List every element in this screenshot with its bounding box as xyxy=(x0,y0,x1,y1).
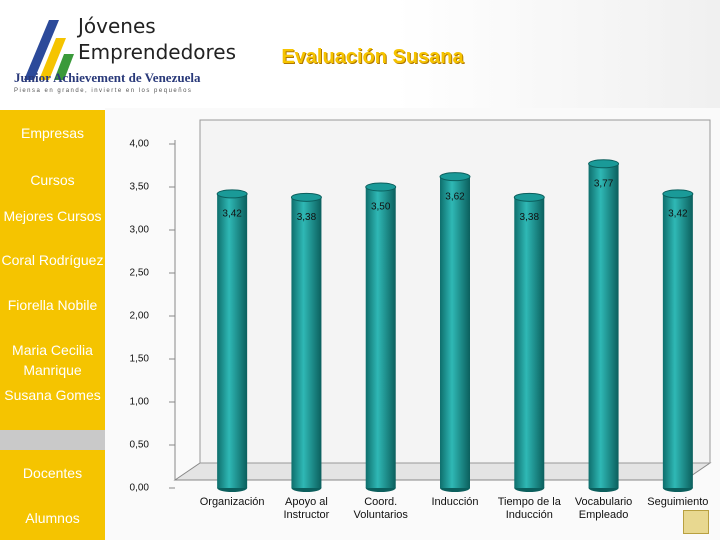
nav-item[interactable]: Alumnos xyxy=(25,510,80,526)
nav-item[interactable]: Mejores Cursos xyxy=(3,208,102,224)
bar xyxy=(662,193,693,488)
logo-tagline: Piensa en grande, invierte en los pequeñ… xyxy=(14,88,193,94)
bar xyxy=(588,163,619,488)
nav-button[interactable] xyxy=(683,510,709,534)
y-tick-label: 2,00 xyxy=(130,311,150,322)
value-label: 3,62 xyxy=(445,191,465,202)
y-tick-label: 4,00 xyxy=(130,139,150,150)
nav-item[interactable]: Cursos xyxy=(30,172,75,188)
y-tick-label: 0,50 xyxy=(130,440,150,451)
logo-text: Emprendedores xyxy=(78,40,237,64)
value-label: 3,77 xyxy=(594,178,614,189)
header: Jóvenes Emprendedores Junior Achievement… xyxy=(0,0,720,108)
bar-top xyxy=(216,189,248,199)
y-tick-label: 0,00 xyxy=(130,483,150,494)
logo-icon xyxy=(24,20,74,80)
bar xyxy=(217,193,248,488)
bar xyxy=(440,176,470,488)
y-tick-label: 2,50 xyxy=(130,268,150,279)
separator xyxy=(0,430,105,450)
nav-item[interactable]: Fiorella Nobile xyxy=(7,297,98,313)
nav-item[interactable]: Maria Cecilia Manrique xyxy=(12,342,93,378)
chart: 0,00 0,50 1,00 1,50 2,00 2,50 3,00 3,50 4,00 3,42… xyxy=(130,119,712,494)
value-label: 3,50 xyxy=(371,202,391,213)
nav-item[interactable]: Susana Gomes xyxy=(4,387,101,403)
x-tick-label: Coord. Voluntarios xyxy=(353,496,408,521)
logo-text: Jóvenes xyxy=(78,14,156,38)
nav-item[interactable]: Empresas xyxy=(20,125,85,141)
bar xyxy=(291,197,322,488)
value-label: 3,42 xyxy=(668,209,688,220)
chart-area: 0,00 0,50 1,00 1,50 2,00 2,50 3,00 3,50 4,00 3,42… xyxy=(105,108,720,540)
bar xyxy=(365,187,396,488)
value-label: 3,42 xyxy=(222,209,242,220)
bar-top xyxy=(365,182,397,192)
y-tick-label: 3,00 xyxy=(130,225,150,236)
x-tick-label: Tiempo de la Inducción xyxy=(497,496,561,521)
value-label: 3,38 xyxy=(520,212,540,223)
y-tick-label: 1,50 xyxy=(130,354,150,365)
bar xyxy=(514,197,545,488)
bar-top xyxy=(290,192,322,202)
x-tick-label: Organización xyxy=(199,496,265,508)
bar-top xyxy=(513,192,545,202)
y-tick-label: 1,00 xyxy=(130,397,150,408)
nav-item[interactable]: Coral Rodríguez xyxy=(1,252,104,268)
y-tick-label: 3,50 xyxy=(130,182,150,193)
x-tick-label: Vocabulario Empleado xyxy=(574,496,633,521)
value-label: 3,38 xyxy=(297,212,317,223)
x-tick-label: Inducción xyxy=(431,496,479,508)
nav-item[interactable]: Docentes xyxy=(22,465,83,481)
sidebar: Empresas Cursos Mejores Cursos Coral Rodríg… xyxy=(0,110,105,540)
slide-title: Evaluación Susana xyxy=(281,46,464,68)
bar-top xyxy=(588,159,620,169)
x-tick-label: Seguimiento xyxy=(647,496,709,508)
bar-top xyxy=(439,172,471,182)
x-tick-label: Apoyo al Instructor xyxy=(283,496,330,521)
bar-top xyxy=(662,189,694,199)
logo-org: Junior Achievement de Venezuela xyxy=(14,70,201,85)
